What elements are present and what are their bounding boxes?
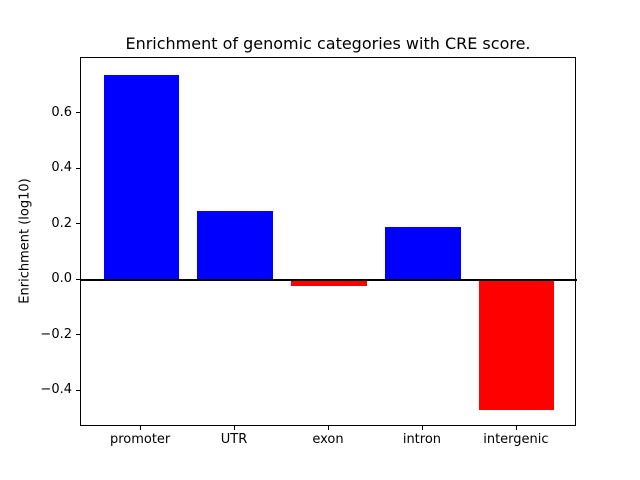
bar-promoter [103, 74, 179, 280]
x-tick-label-promoter: promoter [109, 432, 171, 447]
y-tick-mark [76, 334, 80, 336]
y-tick-mark [76, 112, 80, 114]
y-tick-label: 0.4 [51, 160, 72, 176]
x-tick-mark [421, 426, 423, 430]
x-tick-label-exon: exon [312, 432, 344, 447]
y-tick-label: 0.6 [51, 104, 72, 120]
bar-exon [291, 279, 367, 286]
y-tick-label: 0.0 [51, 271, 72, 287]
plot-area [80, 57, 577, 426]
zero-line [81, 278, 577, 281]
y-tick-mark [76, 167, 80, 169]
y-tick-label: −0.2 [40, 326, 72, 342]
x-tick-label-intergenic: intergenic [483, 432, 549, 447]
x-tick-label-UTR: UTR [220, 432, 248, 447]
y-tick-label: −0.4 [40, 382, 72, 398]
x-tick-mark [140, 426, 142, 430]
x-tick-mark [328, 426, 329, 430]
x-tick-mark [515, 426, 517, 430]
bar-UTR [197, 210, 273, 280]
x-tick-label-intron: intron [402, 432, 442, 447]
chart-title: Enrichment of genomic categories with CR… [125, 34, 531, 53]
y-tick-mark [76, 389, 80, 391]
bar-intergenic [479, 279, 555, 411]
y-tick-label: 0.2 [51, 215, 72, 231]
y-tick-mark [76, 278, 80, 280]
bar-intron [385, 227, 461, 280]
y-tick-mark [76, 223, 80, 225]
x-tick-mark [234, 426, 236, 430]
